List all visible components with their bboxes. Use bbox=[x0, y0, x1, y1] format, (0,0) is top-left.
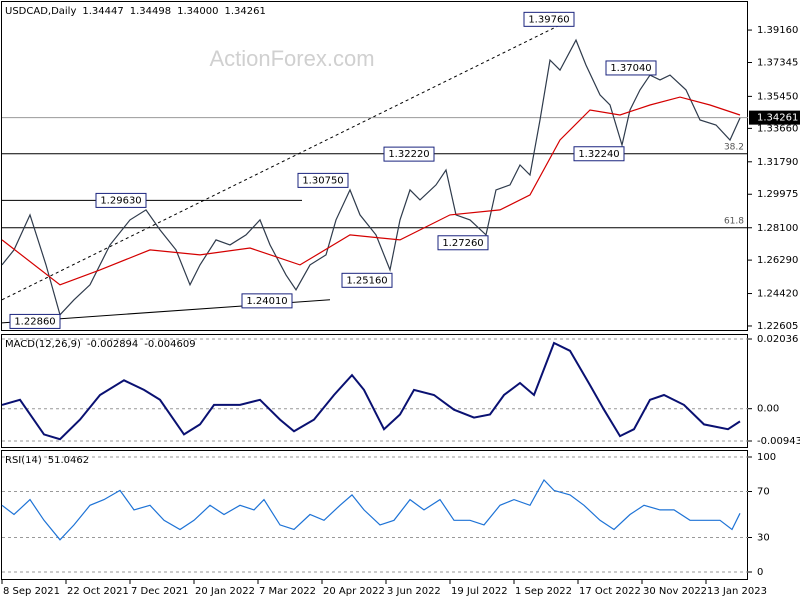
series-line bbox=[1, 341, 741, 441]
series-line bbox=[1, 478, 741, 541]
x-tick-label: 17 Oct 2022 bbox=[579, 586, 641, 597]
pane-header: USDCAD,Daily 1.34447 1.34498 1.34000 1.34261 bbox=[5, 6, 266, 17]
y-tick-label: 1.37345 bbox=[757, 58, 798, 69]
trend-line bbox=[1, 17, 575, 301]
x-tick-label: 8 Sep 2021 bbox=[3, 586, 60, 597]
annotation-label: 1.25160 bbox=[346, 275, 387, 286]
series-line bbox=[1, 96, 741, 286]
annotation-label: 1.30750 bbox=[302, 175, 343, 186]
header-value: 1.34261 bbox=[224, 6, 265, 17]
annotation-label: 1.24010 bbox=[246, 296, 287, 307]
annotation-box bbox=[241, 293, 293, 309]
y-tick-label: 1.29975 bbox=[757, 189, 798, 200]
annotation-label: 1.32240 bbox=[578, 149, 619, 160]
annotation-label: 1.37040 bbox=[610, 63, 651, 74]
annotation-label: 1.32220 bbox=[388, 149, 429, 160]
header-value: 51.0462 bbox=[48, 455, 89, 466]
x-tick-label: 7 Mar 2022 bbox=[259, 586, 316, 597]
y-tick-label: 1.24420 bbox=[757, 289, 798, 300]
y-tick-label: 1.33660 bbox=[757, 123, 798, 134]
level-label: 38.2 bbox=[724, 142, 744, 152]
annotation-box bbox=[297, 172, 349, 188]
header-value: -0.004609 bbox=[144, 339, 195, 350]
x-tick-label: 19 Jul 2022 bbox=[451, 586, 508, 597]
rsi-pane bbox=[1, 450, 748, 580]
level-label: 61.8 bbox=[724, 216, 744, 226]
last-price-box bbox=[749, 110, 800, 125]
annotation-label: 1.27260 bbox=[442, 238, 483, 249]
x-tick-label: 13 Jan 2023 bbox=[707, 586, 767, 597]
header-value: 1.34447 bbox=[82, 6, 123, 17]
y-tick-label: 1.35450 bbox=[757, 91, 798, 102]
annotation-box bbox=[383, 146, 435, 162]
y-tick-label: 0.00 bbox=[757, 404, 779, 415]
y-tick-label: 1.22605 bbox=[757, 321, 798, 332]
y-tick-label: 30 bbox=[757, 533, 770, 544]
annotation-label: 1.22860 bbox=[14, 316, 55, 327]
y-tick-label: 1.28100 bbox=[757, 223, 798, 234]
annotation-box bbox=[523, 11, 575, 27]
macd-pane bbox=[1, 334, 748, 448]
pane-title: MACD(12,26,9) bbox=[5, 339, 81, 350]
pane-title: RSI(14) bbox=[5, 455, 42, 466]
x-tick-label: 30 Nov 2022 bbox=[643, 586, 707, 597]
x-tick-label: 1 Sep 2022 bbox=[515, 586, 572, 597]
x-tick-label: 20 Jan 2022 bbox=[195, 586, 255, 597]
pane-header: RSI(14) 51.0462 bbox=[5, 455, 89, 466]
header-value: 1.34000 bbox=[177, 6, 218, 17]
annotation-label: 1.39760 bbox=[528, 14, 569, 25]
pane-header: MACD(12,26,9) -0.002894 -0.004609 bbox=[5, 339, 196, 350]
annotation-box bbox=[573, 146, 625, 162]
annotation-box bbox=[341, 272, 393, 288]
annotation-box bbox=[605, 60, 657, 76]
watermark: ActionForex.com bbox=[209, 46, 374, 71]
last-price-label: 1.34261 bbox=[757, 113, 798, 124]
annotation-label: 1.29630 bbox=[100, 195, 141, 206]
header-value: 1.34498 bbox=[130, 6, 171, 17]
series-line bbox=[1, 38, 741, 316]
y-tick-label: 100 bbox=[757, 452, 776, 463]
y-tick-label: 0 bbox=[757, 567, 763, 578]
price-pane bbox=[1, 1, 748, 331]
header-value: -0.002894 bbox=[87, 339, 138, 350]
x-tick-label: 22 Oct 2021 bbox=[67, 586, 129, 597]
y-tick-label: 1.39160 bbox=[757, 25, 798, 36]
annotation-box bbox=[437, 235, 489, 251]
x-tick-label: 3 Jun 2022 bbox=[387, 586, 441, 597]
y-tick-label: 1.31790 bbox=[757, 157, 798, 168]
y-tick-label: 70 bbox=[757, 487, 770, 498]
y-tick-label: 1.26290 bbox=[757, 255, 798, 266]
x-tick-label: 7 Dec 2021 bbox=[131, 586, 189, 597]
y-tick-label: -0.009438 bbox=[757, 436, 800, 447]
annotation-box bbox=[95, 192, 147, 208]
annotation-box bbox=[9, 313, 61, 329]
y-tick-label: 0.02036 bbox=[757, 334, 798, 345]
x-tick-label: 20 Apr 2022 bbox=[323, 586, 385, 597]
pane-title: USDCAD,Daily bbox=[5, 6, 76, 17]
